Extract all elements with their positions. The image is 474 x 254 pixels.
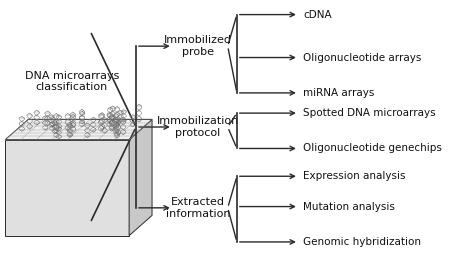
Text: cDNA: cDNA — [303, 10, 332, 20]
Text: Extracted
information: Extracted information — [165, 197, 230, 219]
Text: miRNA arrays: miRNA arrays — [303, 88, 375, 98]
Text: Spotted DNA microarrays: Spotted DNA microarrays — [303, 108, 436, 118]
Polygon shape — [5, 119, 152, 140]
Polygon shape — [5, 140, 129, 236]
Polygon shape — [129, 119, 152, 236]
Text: Mutation analysis: Mutation analysis — [303, 202, 395, 212]
Text: Expression analysis: Expression analysis — [303, 171, 406, 181]
Text: Immobilization
protocol: Immobilization protocol — [157, 116, 239, 138]
Text: Immobilized
probe: Immobilized probe — [164, 35, 232, 57]
Text: DNA microarrays
classification: DNA microarrays classification — [25, 71, 119, 92]
Text: Oligonucleotide genechips: Oligonucleotide genechips — [303, 144, 442, 153]
Text: Genomic hybridization: Genomic hybridization — [303, 237, 421, 247]
Text: Oligonucleotide arrays: Oligonucleotide arrays — [303, 53, 422, 62]
